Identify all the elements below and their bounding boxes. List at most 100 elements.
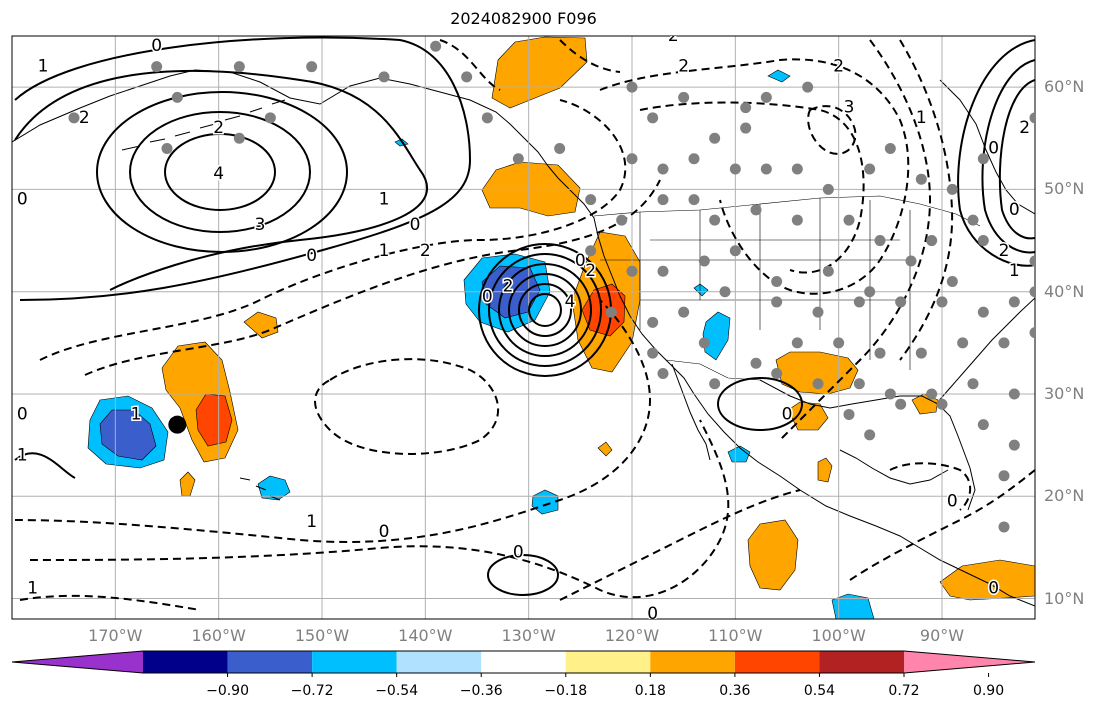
contour-label: 0: [17, 404, 28, 424]
station-dot: [915, 173, 927, 185]
station-dot: [895, 296, 907, 308]
colorbar-tick-label: −0.72: [290, 683, 334, 699]
contour-label: 0: [306, 246, 317, 266]
coast-westna: [547, 165, 1035, 607]
shade-cyan-small3: [693, 283, 709, 297]
coast-gulf: [759, 379, 976, 511]
contour-neg-1: [39, 99, 627, 361]
contour-neg-5: [314, 358, 499, 455]
borders: [593, 195, 981, 397]
contour-label: 0: [575, 251, 586, 271]
colorbar-segment: [312, 651, 397, 673]
shade-orange-small2: [179, 471, 196, 497]
contour-label: 1: [17, 445, 28, 465]
station-dot: [802, 81, 814, 93]
shade-orange-mexico: [747, 519, 799, 591]
storm-center-marker: [168, 415, 187, 434]
shade-orange-centam: [939, 559, 1035, 601]
contour-pos-1: [14, 69, 428, 291]
coast-east: [935, 297, 1035, 405]
coast-alaska: [12, 69, 549, 167]
contour-label: 2: [1019, 118, 1030, 138]
contour-label: 4: [213, 164, 224, 184]
station-dot: [998, 337, 1010, 349]
station-dot: [1029, 255, 1035, 267]
shade-orange-texas: [775, 351, 859, 395]
contour-label: 1: [38, 57, 49, 77]
station-dots: [68, 40, 1035, 533]
longitude-label: 90°W: [919, 626, 965, 645]
shading-layer: [87, 36, 1035, 619]
station-dot: [657, 194, 669, 206]
contour-pos-ne3: [998, 79, 1035, 240]
station-dot: [657, 368, 669, 380]
station-dot: [657, 265, 669, 277]
contour-label: 0: [647, 604, 658, 624]
station-dot: [554, 143, 566, 155]
station-dot: [884, 143, 896, 155]
contour-neg-12: [439, 39, 621, 91]
contour-label: 3: [255, 215, 266, 235]
station-dot: [626, 81, 638, 93]
station-dot: [771, 368, 783, 380]
station-dot: [977, 153, 989, 165]
latitude-label: 30°N: [1044, 383, 1085, 403]
longitude-label: 110°W: [708, 626, 763, 645]
longitude-label: 130°W: [501, 626, 556, 645]
station-dot: [161, 143, 173, 155]
shade-cyan-bottom: [831, 593, 875, 619]
shade-cyan-alaska: [767, 69, 791, 83]
station-dot: [1008, 296, 1020, 308]
contour-label: 2: [678, 57, 689, 77]
station-dot: [967, 214, 979, 226]
contour-label: 1: [1009, 261, 1020, 281]
contour-label: 2: [833, 57, 844, 77]
colorbar-tick-label: −0.54: [375, 683, 419, 699]
station-dot: [998, 470, 1010, 482]
colorbar-segment: [143, 651, 228, 673]
contour-high-4: [498, 263, 592, 357]
shade-cyan-gulf: [727, 445, 751, 463]
colorbar-tick-label: −0.90: [206, 683, 249, 699]
station-dot: [719, 286, 731, 298]
colorbar-extend-min: [12, 651, 143, 673]
station-dot: [1008, 388, 1020, 400]
shade-orange-gulf1: [787, 401, 829, 431]
station-dot: [626, 153, 638, 165]
station-dot: [936, 296, 948, 308]
contour-neg-8: [639, 101, 865, 274]
longitude-label: 150°W: [294, 626, 350, 645]
contour-label: 2: [420, 241, 431, 261]
longitude-label: 170°W: [88, 626, 143, 645]
longitude-label: 120°W: [604, 626, 660, 645]
contour-label: 0: [379, 522, 390, 542]
shade-orange-gulf2: [817, 457, 833, 483]
shade-orange-small1: [243, 311, 279, 339]
station-dot: [822, 183, 834, 195]
station-dot: [977, 235, 989, 247]
station-dot: [864, 163, 876, 175]
contour-neg-2: [84, 179, 661, 376]
contour-label: 1: [379, 190, 390, 210]
contour-label: 2: [999, 241, 1010, 261]
station-dot: [771, 275, 783, 287]
station-dot: [915, 347, 927, 359]
station-dot: [647, 347, 659, 359]
latitude-label: 20°N: [1044, 486, 1085, 506]
station-dot: [233, 61, 245, 73]
contour-label: 2: [668, 26, 679, 46]
colorbar-tick-label: 0.18: [634, 683, 666, 699]
station-dot: [895, 398, 907, 410]
station-dot: [233, 132, 245, 144]
shade-cyan-small1: [257, 475, 291, 501]
contour-neg-7: [599, 58, 910, 295]
station-dot: [750, 357, 762, 369]
station-dot: [936, 398, 948, 410]
station-dot: [264, 112, 276, 124]
station-dot: [946, 275, 958, 287]
longitude-label: 140°W: [398, 626, 453, 645]
station-dot: [812, 306, 824, 318]
contour-label: 1: [306, 512, 317, 532]
station-dot: [977, 306, 989, 318]
